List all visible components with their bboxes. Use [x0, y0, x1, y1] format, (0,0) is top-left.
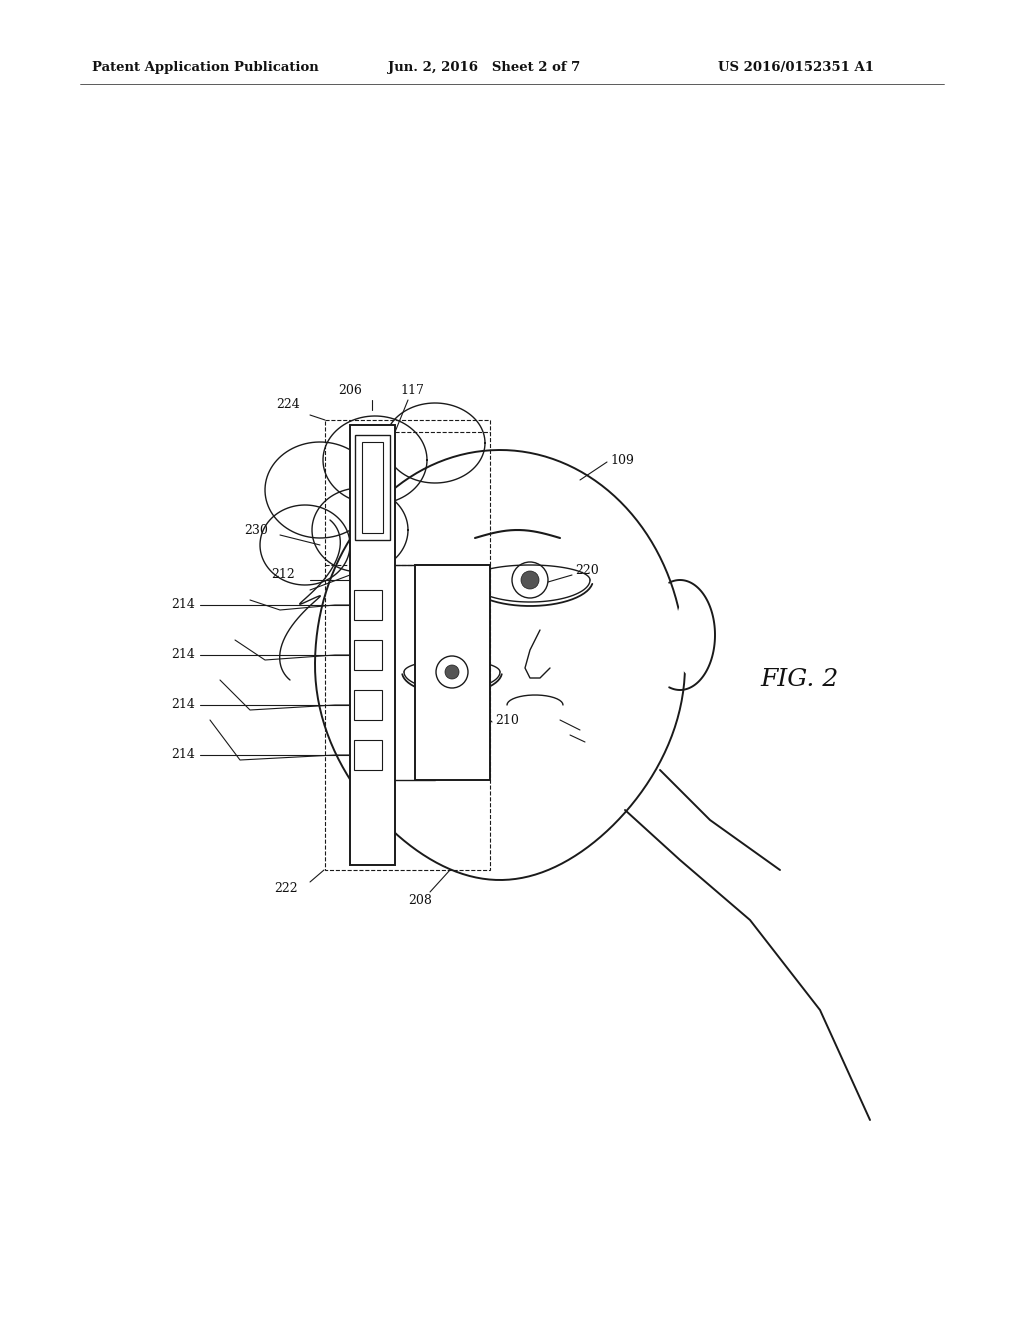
Text: Jun. 2, 2016   Sheet 2 of 7: Jun. 2, 2016 Sheet 2 of 7 — [388, 62, 581, 74]
Text: 222: 222 — [274, 882, 298, 895]
Text: 208: 208 — [408, 894, 432, 907]
Text: FIG. 2: FIG. 2 — [760, 668, 839, 692]
Text: 230: 230 — [244, 524, 268, 536]
Bar — [415, 565, 490, 780]
Circle shape — [445, 665, 459, 678]
Text: 109: 109 — [610, 454, 634, 466]
Text: US 2016/0152351 A1: US 2016/0152351 A1 — [718, 62, 874, 74]
Bar — [362, 442, 383, 533]
Text: 214: 214 — [171, 598, 195, 611]
Bar — [354, 690, 382, 719]
Text: 212: 212 — [271, 569, 295, 582]
Bar — [355, 436, 390, 540]
Bar — [354, 640, 382, 671]
Bar — [354, 590, 382, 620]
Bar — [354, 741, 382, 770]
Text: 206: 206 — [338, 384, 361, 396]
Text: 224: 224 — [276, 399, 300, 412]
Circle shape — [521, 572, 539, 589]
Text: 214: 214 — [171, 748, 195, 762]
Bar — [325, 420, 490, 870]
Text: 214: 214 — [171, 698, 195, 711]
Bar — [350, 425, 395, 865]
Ellipse shape — [675, 595, 705, 675]
Text: 210: 210 — [495, 714, 519, 726]
Text: Patent Application Publication: Patent Application Publication — [92, 62, 318, 74]
Text: 117: 117 — [400, 384, 424, 396]
Text: 220: 220 — [575, 564, 599, 577]
Text: 214: 214 — [171, 648, 195, 661]
